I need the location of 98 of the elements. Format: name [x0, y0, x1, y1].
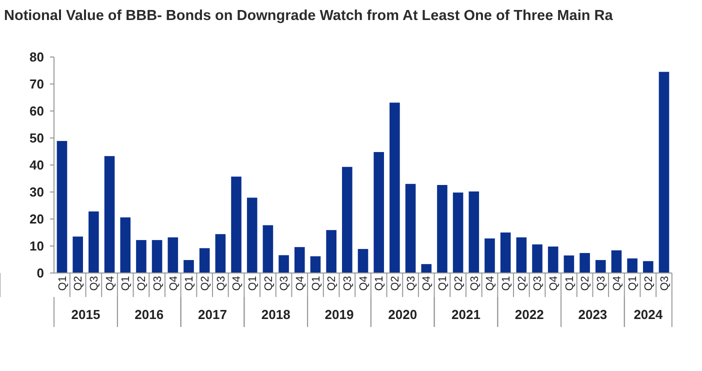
- x-tick-label: Q4: [294, 276, 306, 291]
- bar: [168, 237, 178, 273]
- x-tick-label: Q3: [468, 276, 481, 291]
- x-tick-label: Q2: [136, 276, 148, 291]
- y-tick-label: 10: [30, 238, 44, 254]
- bar: [516, 237, 527, 273]
- x-tick-label: Q1: [437, 276, 450, 291]
- bar: [342, 166, 352, 273]
- x-tick-label: Q4: [484, 276, 497, 291]
- bar: [658, 72, 670, 273]
- bar: [262, 225, 274, 273]
- bar: [326, 230, 336, 273]
- y-tick-label: 80: [30, 50, 44, 65]
- bar: [294, 247, 305, 273]
- x-tick-label: Q3: [595, 276, 608, 291]
- bar: [246, 198, 258, 273]
- x-tick-label: Q2: [580, 276, 592, 291]
- text: 2024: [634, 307, 664, 322]
- bar: [452, 192, 464, 273]
- bar: [405, 184, 416, 273]
- y-tick-label: 70: [30, 76, 44, 92]
- bar: [532, 244, 542, 273]
- x-tick-label: Q2: [452, 276, 465, 291]
- bar: [278, 255, 289, 273]
- bar: [215, 234, 226, 273]
- text: 2022: [514, 307, 544, 322]
- text: 2019: [324, 307, 354, 322]
- x-tick-label: Q2: [72, 276, 85, 291]
- x-tick-label: Q3: [405, 276, 418, 291]
- text: 2015: [71, 307, 100, 322]
- bar: [374, 152, 384, 273]
- bar: [500, 232, 511, 273]
- x-tick-label: Q1: [564, 276, 576, 291]
- bar: [421, 264, 432, 273]
- bar: [120, 217, 131, 273]
- x-tick-label: Q1: [120, 276, 132, 291]
- x-tick-label: Q4: [104, 276, 116, 291]
- x-tick-label: Q1: [627, 276, 640, 291]
- bar: [184, 260, 194, 273]
- bar: [104, 156, 115, 273]
- x-tick-label: Q3: [152, 276, 164, 291]
- bar: [437, 184, 448, 273]
- x-tick-label: Q4: [421, 276, 434, 291]
- x-tick-label: Q4: [168, 276, 180, 291]
- text: 2018: [261, 307, 290, 322]
- x-tick-label: Q3: [278, 276, 291, 291]
- y-tick-label: 20: [30, 212, 44, 227]
- x-tick-label: Q2: [516, 276, 528, 291]
- y-tick-label: 0: [36, 266, 44, 281]
- x-tick-label: Q1: [56, 276, 69, 291]
- bar: [643, 261, 654, 273]
- x-tick-label: Q2: [199, 276, 212, 291]
- x-tick-label: Q3: [215, 276, 228, 291]
- bar: [595, 260, 606, 273]
- text: 2021: [452, 307, 480, 322]
- text: 2020: [388, 307, 418, 322]
- x-tick-label: Q3: [532, 276, 544, 291]
- x-tick-label: Q1: [246, 276, 259, 291]
- y-tick-label: 60: [30, 104, 44, 119]
- bar: [390, 102, 400, 273]
- bar: [136, 240, 146, 273]
- x-tick-label: Q1: [374, 276, 386, 291]
- bar: [56, 140, 68, 273]
- x-tick-label: Q1: [184, 276, 196, 291]
- chart-title: Notional Value of BBB- Bonds on Downgrade Watch from At Least One of Three Main Ra: [4, 8, 614, 24]
- text: 2016: [134, 307, 164, 322]
- bar: [152, 240, 162, 273]
- x-tick-label: Q1: [310, 276, 322, 291]
- x-tick-label: Q4: [231, 276, 244, 291]
- x-tick-label: Q2: [390, 276, 402, 291]
- bar: [88, 211, 99, 273]
- text: 2017: [198, 307, 227, 322]
- x-tick-label: Q2: [326, 276, 338, 291]
- x-tick-label: Q2: [262, 276, 275, 291]
- bar: [484, 238, 495, 273]
- bar: [468, 191, 480, 273]
- bar: [627, 258, 638, 273]
- bar: [358, 248, 368, 273]
- bar: [199, 248, 210, 273]
- y-tick-label: 40: [30, 158, 44, 173]
- bar: [580, 253, 590, 273]
- y-tick-label: 50: [30, 130, 44, 146]
- bar: [72, 236, 83, 273]
- bar: [564, 255, 574, 273]
- x-tick-label: Q3: [88, 276, 101, 291]
- bar: [611, 250, 622, 273]
- x-tick-label: Q1: [500, 276, 512, 291]
- x-tick-label: Q4: [611, 276, 624, 291]
- bar: [310, 256, 321, 273]
- text: 2023: [578, 307, 608, 322]
- y-tick-label: 30: [30, 184, 44, 200]
- bar: [548, 246, 558, 273]
- x-tick-label: Q4: [358, 276, 370, 291]
- x-tick-label: Q3: [658, 276, 671, 291]
- bar: [231, 176, 242, 273]
- x-tick-label: Q3: [342, 276, 354, 291]
- x-tick-label: Q2: [643, 276, 656, 291]
- x-tick-label: Q4: [548, 276, 560, 291]
